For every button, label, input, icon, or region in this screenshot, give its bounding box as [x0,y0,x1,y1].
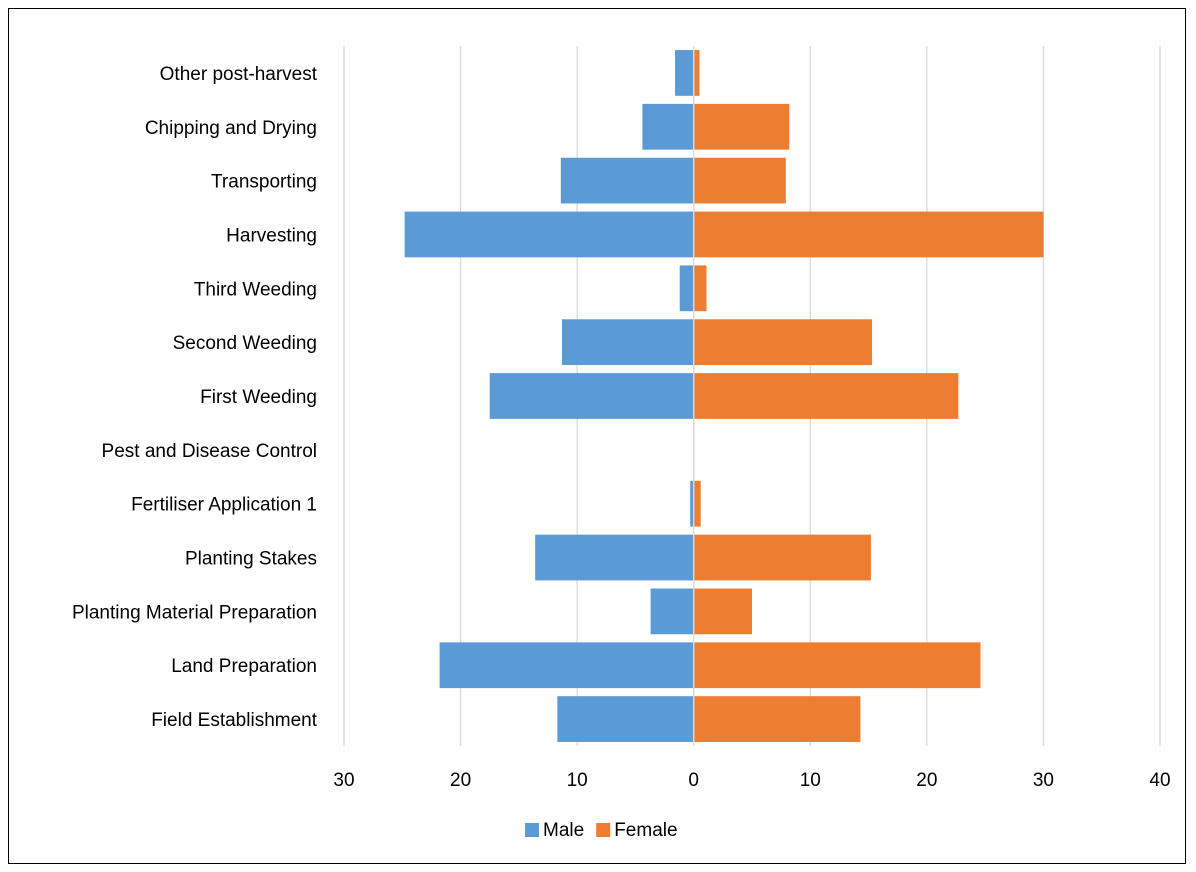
category-label: Second Weeding [173,333,317,354]
bar-female [693,211,1044,258]
bar-female [693,534,871,581]
bar-female [693,696,861,742]
bar-male [642,103,694,150]
bar-male [561,319,694,366]
bar-female [693,157,786,204]
bar-male [679,265,694,312]
x-tick-label: 0 [688,770,699,791]
bar-male [557,696,694,742]
bar-male [439,642,694,689]
bar-female [693,480,701,527]
legend: Male Female [525,820,678,841]
bar-female [693,319,873,366]
bars [404,46,1044,746]
bar-male [675,50,694,96]
x-tick-label: 30 [1033,770,1054,791]
bar-female [693,265,707,312]
category-label: Transporting [211,172,317,193]
category-label: Fertiliser Application 1 [131,495,317,516]
legend-label-male: Male [543,820,584,841]
bar-male [535,534,694,581]
category-label: Land Preparation [171,656,317,677]
x-tick-label: 20 [450,770,471,791]
legend-swatch-female [596,823,611,837]
legend-swatch-male [525,823,539,837]
bar-male [489,373,694,419]
x-tick-label: 10 [800,770,821,791]
bar-female [693,642,981,689]
bar-male [690,480,694,527]
bar-female [693,588,752,635]
x-tick-label: 20 [916,770,937,791]
category-label: Other post-harvest [160,64,318,85]
x-tick-label: 10 [567,770,588,791]
category-label: Harvesting [226,225,317,246]
x-tick-labels: 30 20 10 0 10 20 30 40 [333,770,1170,791]
bar-male [404,211,694,258]
bar-female [693,373,959,419]
category-label: First Weeding [200,387,317,408]
category-label: Planting Material Preparation [72,602,317,623]
category-labels: Field Establishment Land Preparation Plant… [72,64,318,731]
x-tick-label: 40 [1149,770,1170,791]
bar-male [560,157,694,204]
bar-female [693,103,790,150]
category-label: Chipping and Drying [145,118,317,139]
bar-female [693,50,700,96]
category-label: Planting Stakes [185,549,317,570]
category-label: Third Weeding [194,279,317,300]
x-tick-label: 30 [333,770,354,791]
category-label: Pest and Disease Control [102,441,317,462]
bar-male [650,588,694,635]
legend-label-female: Female [614,820,677,841]
category-label: Field Establishment [151,710,318,731]
